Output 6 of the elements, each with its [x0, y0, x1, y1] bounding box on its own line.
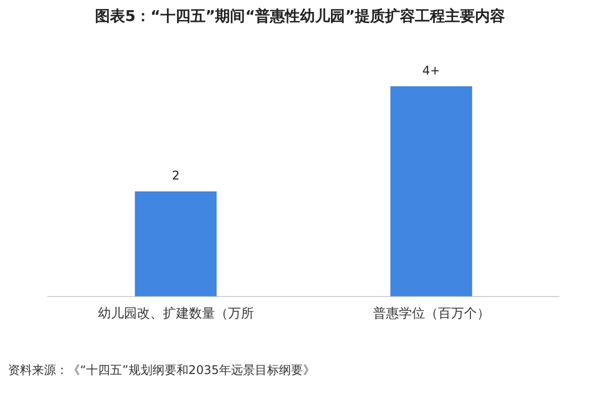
data-label: 4+ [422, 63, 440, 78]
chart-title: 图表5：“十四五”期间“普惠性幼儿园”提质扩容工程主要内容 [94, 7, 506, 26]
data-label: 2 [172, 168, 180, 182]
x-tick-label: 普惠学位（百万个） [372, 306, 490, 322]
x-tick-label: 幼儿园改、扩建数量（万所 [98, 306, 254, 322]
text: 资料来源：《“十四五”规划纲要和2035年远景目标纲要》 [8, 362, 315, 379]
